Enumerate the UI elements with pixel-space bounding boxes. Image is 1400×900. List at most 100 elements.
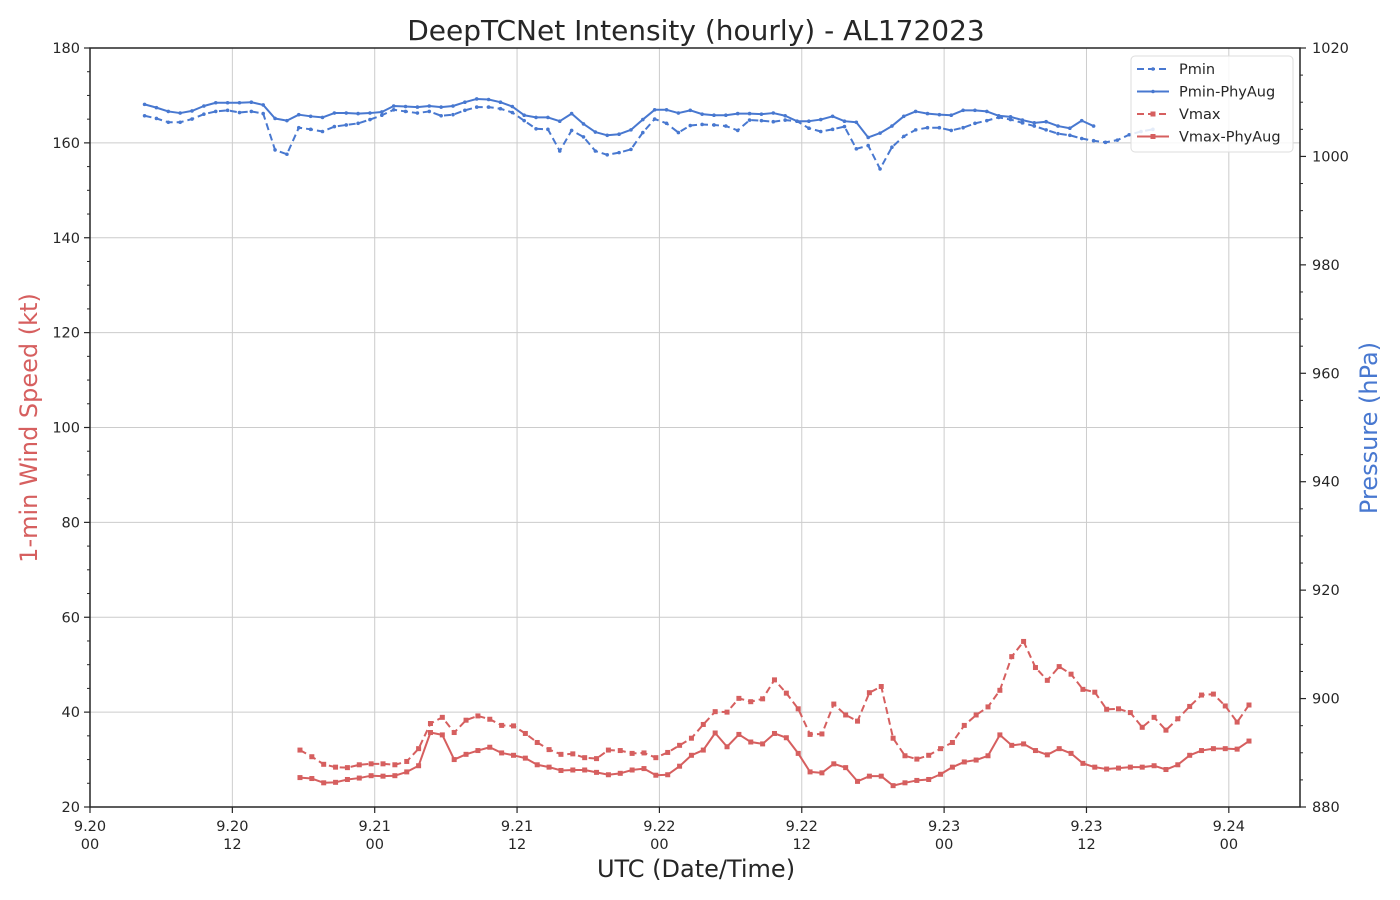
data-point	[866, 773, 872, 779]
data-point	[700, 122, 704, 127]
data-point	[1056, 124, 1060, 128]
data-point	[665, 772, 671, 778]
data-point	[297, 747, 303, 753]
data-point	[594, 769, 600, 775]
y-axis-left: 20 40 60 80 100 120 140 160 180	[52, 41, 90, 816]
data-point	[510, 104, 515, 109]
data-point	[1163, 727, 1169, 733]
data-point	[439, 105, 443, 109]
data-point	[688, 752, 694, 758]
data-point	[771, 111, 776, 115]
data-point	[296, 112, 301, 117]
data-point	[1187, 703, 1193, 709]
data-point	[996, 113, 1001, 118]
data-point	[1020, 118, 1025, 122]
data-point	[985, 118, 989, 123]
data-point	[736, 695, 742, 701]
x-tick-label-date: 9.23	[928, 819, 960, 835]
data-point	[190, 109, 194, 113]
data-point	[332, 111, 337, 115]
data-point	[843, 765, 849, 771]
data-point	[427, 730, 433, 736]
series-line	[144, 106, 1154, 170]
data-point	[1199, 692, 1205, 698]
data-point	[237, 100, 242, 105]
legend: Pmin Pmin-PhyAug Vmax Vmax-PhyAug	[1130, 55, 1294, 153]
y-tick-label: 120	[52, 326, 80, 342]
data-point	[463, 100, 467, 105]
data-point	[1044, 119, 1048, 124]
data-point	[854, 120, 859, 125]
data-point	[973, 712, 979, 718]
data-point	[380, 110, 384, 114]
data-point	[380, 113, 384, 118]
y2-tick-label: 920	[1312, 583, 1340, 599]
data-point	[1210, 746, 1216, 752]
data-point	[1056, 131, 1060, 136]
data-point	[842, 124, 847, 129]
data-point	[1020, 121, 1025, 125]
data-point	[819, 770, 825, 776]
data-point	[830, 114, 835, 119]
data-point	[664, 108, 669, 112]
x-tick-label-date: 9.22	[786, 819, 818, 835]
x-tick-label-time: 00	[650, 837, 668, 853]
data-point	[925, 125, 930, 130]
data-point	[510, 110, 515, 115]
data-point	[557, 149, 562, 153]
y2-tick-label: 880	[1312, 800, 1340, 816]
data-point	[356, 111, 360, 116]
data-point	[558, 767, 564, 773]
y-tick-label: 80	[62, 515, 80, 531]
data-point	[807, 119, 811, 123]
data-point	[273, 116, 277, 121]
data-point	[913, 109, 918, 114]
data-point	[463, 108, 467, 113]
y2-tick-label: 980	[1312, 258, 1340, 274]
data-point	[594, 756, 600, 762]
data-point	[783, 118, 787, 122]
data-point	[1234, 719, 1240, 725]
data-point	[1021, 638, 1027, 644]
y2-tick-label: 960	[1312, 366, 1340, 382]
data-point	[700, 112, 704, 116]
data-point	[451, 104, 455, 108]
data-point	[605, 747, 611, 753]
data-point	[1151, 763, 1157, 769]
data-point	[273, 148, 277, 152]
data-point	[748, 739, 754, 745]
data-point	[570, 767, 576, 773]
data-point	[475, 748, 481, 754]
data-point	[546, 764, 552, 770]
data-point	[771, 677, 777, 683]
legend-label: Pmin-PhyAug	[1179, 85, 1275, 101]
data-point	[487, 744, 493, 750]
legend-marker	[1151, 67, 1155, 71]
data-point	[664, 121, 669, 126]
data-point	[688, 123, 693, 128]
data-point	[1092, 689, 1098, 695]
data-point	[344, 776, 350, 782]
data-point	[474, 105, 479, 109]
data-point	[831, 761, 837, 767]
data-point	[605, 153, 610, 157]
data-point	[296, 125, 301, 130]
data-point	[653, 755, 659, 761]
data-point	[712, 730, 718, 736]
data-point	[368, 773, 374, 779]
data-point	[439, 113, 443, 118]
data-point	[1139, 764, 1145, 770]
data-point	[320, 129, 325, 134]
data-point	[925, 111, 930, 116]
data-point	[890, 145, 894, 150]
data-point	[1032, 121, 1037, 125]
data-point	[534, 126, 538, 131]
data-point	[593, 149, 598, 153]
chart-title: DeepTCNet Intensity (hourly) - AL172023	[407, 14, 985, 47]
data-point	[866, 135, 870, 140]
data-point	[712, 123, 716, 127]
data-point	[1044, 752, 1050, 758]
data-point	[1044, 677, 1050, 683]
data-point	[677, 742, 683, 748]
data-point	[676, 130, 681, 135]
